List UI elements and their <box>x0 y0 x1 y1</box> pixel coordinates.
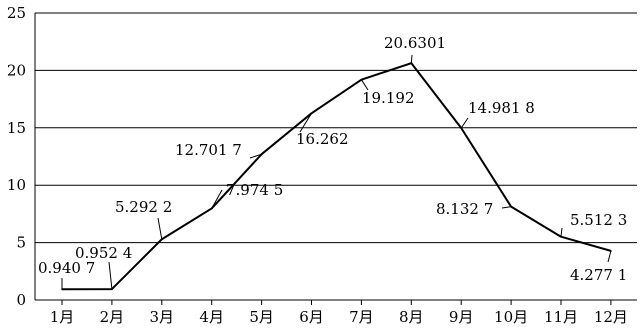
data-label-5: 12.701 7 <box>175 141 242 159</box>
data-label-8: 20.6301 <box>384 34 446 52</box>
y-tick-label-20: 20 <box>7 61 26 79</box>
data-label-layer: 0.940 70.952 4 5.292 2 7.974 5 12.701 7 16.2… <box>38 34 627 290</box>
series-line <box>61 62 612 291</box>
data-label-leader-11 <box>560 227 563 237</box>
x-tick-label-2: 2月 <box>100 308 125 326</box>
x-tick-label-1: 1月 <box>50 308 75 326</box>
data-label-leader-2 <box>108 261 113 290</box>
data-label-leader-5 <box>249 153 262 159</box>
x-tick-label-5: 5月 <box>249 308 274 326</box>
data-label-12: 4.277 1 <box>570 266 627 284</box>
data-label-6: 16.262 <box>296 130 349 148</box>
x-tick-label-4: 4月 <box>199 308 224 326</box>
data-label-leader-10 <box>501 206 512 209</box>
y-tick-label-0: 0 <box>16 291 26 309</box>
data-label-9: 14.981 8 <box>468 99 535 117</box>
data-label-4: 7.974 5 <box>226 181 283 199</box>
data-label-leader-8 <box>410 54 413 64</box>
x-tick-label-8: 8月 <box>399 308 424 326</box>
y-tick-label-25: 25 <box>7 4 26 22</box>
series-layer <box>61 62 612 291</box>
x-tick-label-12: 12月 <box>594 308 628 326</box>
x-tick-label-11: 11月 <box>544 308 578 326</box>
y-tick-label-15: 15 <box>7 119 26 137</box>
data-label-2: 0.952 4 <box>75 244 132 262</box>
data-label-11: 5.512 3 <box>570 211 627 229</box>
data-label-leader-4 <box>211 189 223 209</box>
x-tick-label-9: 9月 <box>449 308 474 326</box>
x-tick-label-3: 3月 <box>150 308 175 326</box>
y-tick-label-10: 10 <box>7 176 26 194</box>
data-label-7: 19.192 <box>362 89 415 107</box>
data-label-leader-12 <box>607 250 612 263</box>
data-label-1: 0.940 7 <box>38 259 95 277</box>
data-label-leader-6 <box>299 113 312 133</box>
grid-layer <box>35 12 637 301</box>
x-tick-label-7: 7月 <box>349 308 374 326</box>
data-label-leader-9 <box>460 117 469 129</box>
data-label-10: 8.132 7 <box>436 200 493 218</box>
axis-layer: 0 5 10 15 20 25 1月 2月 3月 4月 5月 6月 7月 8月 9月 10月 11月 12月 <box>7 4 628 326</box>
x-tick-label-10: 10月 <box>494 308 528 326</box>
data-label-leader-7 <box>360 79 369 91</box>
data-label-3: 5.292 2 <box>115 198 172 216</box>
x-tick-label-6: 6月 <box>299 308 324 326</box>
data-label-leader-3 <box>157 217 163 240</box>
y-tick-label-5: 5 <box>16 234 26 252</box>
